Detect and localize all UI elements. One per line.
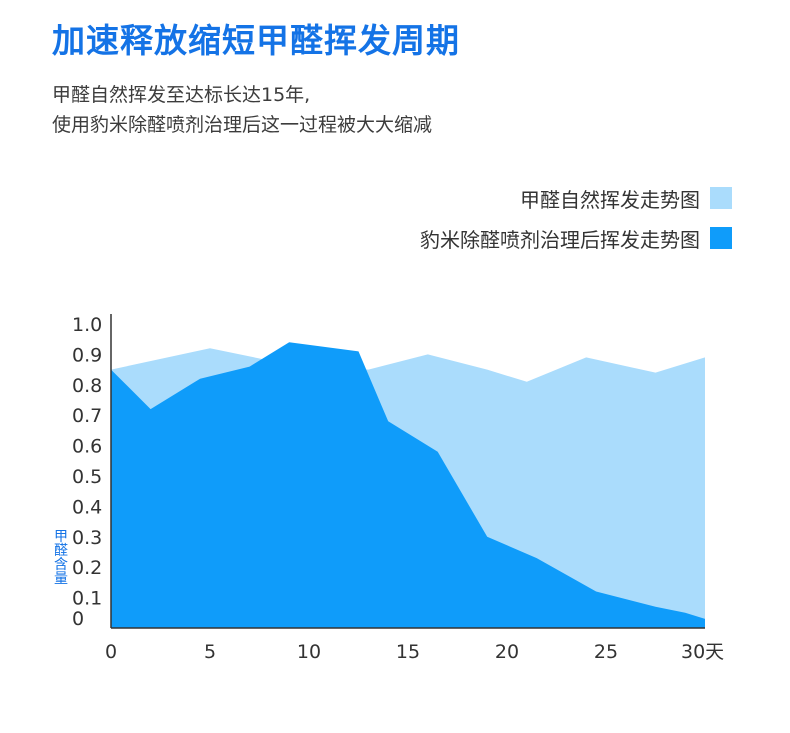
x-tick-label: 0 (105, 641, 117, 663)
legend-item-treated: 豹米除醛喷剂治理后挥发走势图 (420, 225, 732, 252)
x-tick-label: 15 (396, 641, 420, 663)
y-tick-label: 0.2 (72, 557, 102, 579)
y-tick-label: 0.5 (72, 466, 102, 488)
x-tick-label: 25 (594, 641, 618, 663)
y-tick-label: 0.6 (72, 436, 102, 458)
y-tick-labels: 00.1 0.2 0.3 0.4 0.5 0.6 0.7 0.8 0.9 1.0 (72, 314, 102, 630)
legend-label-natural: 甲醛自然挥发走势图 (520, 187, 700, 212)
subtitle-line-2: 使用豹米除醛喷剂治理后这一过程被大大缩减 (52, 114, 433, 136)
x-tick-label: 30天 (681, 641, 724, 663)
legend-swatch-natural (710, 187, 732, 209)
y-tick-label: 0.4 (72, 496, 102, 518)
y-tick-label: 0 (72, 608, 84, 630)
subtitle-line-1: 甲醛自然挥发至达标长达15年, (52, 84, 311, 106)
page-subtitle: 甲醛自然挥发至达标长达15年, 使用豹米除醛喷剂治理后这一过程被大大缩减 (52, 80, 432, 140)
y-tick-label: 0.9 (72, 344, 102, 366)
y-tick-label: 0.7 (72, 405, 102, 427)
x-tick-label: 5 (204, 641, 216, 663)
y-tick-label: 1.0 (72, 314, 102, 336)
legend-swatch-treated (710, 227, 732, 249)
legend-label-treated: 豹米除醛喷剂治理后挥发走势图 (420, 227, 700, 252)
chart-legend: 甲醛自然挥发走势图 豹米除醛喷剂治理后挥发走势图 (420, 185, 732, 265)
legend-item-natural: 甲醛自然挥发走势图 (420, 185, 732, 212)
x-tick-labels: 0 5 10 15 20 25 30天 (105, 641, 724, 663)
y-tick-label: 0.8 (72, 375, 102, 397)
y-tick-label: 0.3 (72, 527, 102, 549)
x-tick-label: 10 (297, 641, 321, 663)
area-series-treated (111, 342, 705, 628)
y-axis-label: 甲醛含量 (54, 529, 68, 587)
y-tick-label: 0.1 (72, 588, 102, 610)
x-tick-label: 20 (495, 641, 519, 663)
page-title: 加速释放缩短甲醛挥发周期 (52, 21, 460, 60)
